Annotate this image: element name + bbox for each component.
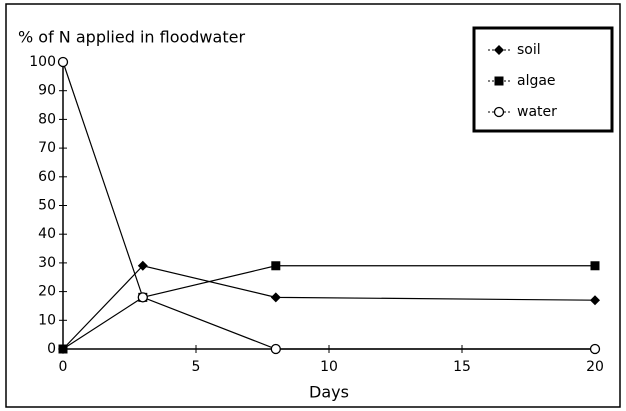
y-tick-label: 50 xyxy=(38,198,56,214)
legend-marker xyxy=(494,45,504,55)
y-tick-label: 100 xyxy=(29,54,56,70)
data-point xyxy=(590,261,600,271)
chart-title: % of N applied in floodwater xyxy=(18,28,245,47)
y-tick-label: 90 xyxy=(38,83,56,99)
legend-marker xyxy=(493,106,505,118)
data-point xyxy=(57,56,69,68)
data-point xyxy=(137,292,148,303)
series-line xyxy=(62,61,595,350)
x-tick-label: 15 xyxy=(453,359,471,375)
frame xyxy=(5,3,621,408)
data-point xyxy=(270,343,281,355)
y-tick-label: 30 xyxy=(38,255,56,271)
y-tick-label: 70 xyxy=(38,140,56,156)
legend-label: water xyxy=(517,104,557,120)
legend-marker xyxy=(494,76,504,86)
data-point xyxy=(58,344,68,354)
y-tick-label: 60 xyxy=(38,169,56,185)
data-point xyxy=(270,292,281,303)
x-tick-label: 0 xyxy=(59,359,68,375)
x-axis-label: Days xyxy=(309,383,349,402)
x-tick-label: 5 xyxy=(192,359,201,375)
y-tick-label: 0 xyxy=(47,341,56,357)
data-point xyxy=(137,260,148,271)
data-point xyxy=(590,295,600,306)
data-point xyxy=(271,261,281,271)
data-point xyxy=(589,343,601,355)
series-line xyxy=(62,265,596,350)
legend-label: algae xyxy=(517,73,556,89)
x-tick-label: 10 xyxy=(320,359,338,375)
y-tick-label: 80 xyxy=(38,111,56,127)
legend-label: soil xyxy=(517,42,541,58)
y-tick-label: 40 xyxy=(38,226,56,242)
y-tick-label: 20 xyxy=(38,284,56,300)
y-tick-label: 10 xyxy=(38,312,56,328)
x-tick-label: 20 xyxy=(586,359,604,375)
series-line xyxy=(62,265,595,350)
